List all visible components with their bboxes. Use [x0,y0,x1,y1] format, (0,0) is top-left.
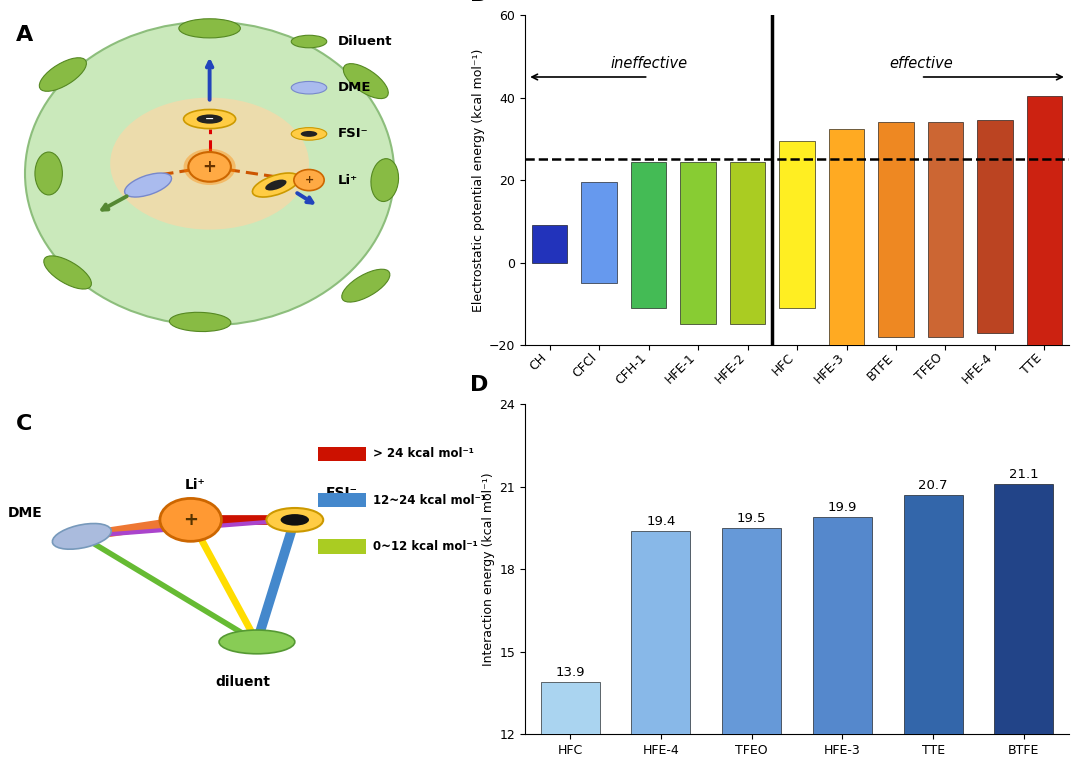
Text: 13.9: 13.9 [555,665,585,679]
Ellipse shape [39,58,86,92]
Ellipse shape [25,22,394,326]
Circle shape [188,152,231,182]
Bar [779,141,814,308]
Ellipse shape [44,256,92,289]
Ellipse shape [292,36,327,48]
Text: DME: DME [337,81,370,94]
Text: > 24 kcal mol⁻¹: > 24 kcal mol⁻¹ [373,447,474,460]
Text: C: C [15,414,32,435]
Bar [878,123,914,337]
Bar [813,517,872,757]
Bar [828,129,864,345]
Bar [632,531,690,757]
Ellipse shape [52,524,111,549]
Text: 0~12 kcal mol⁻¹: 0~12 kcal mol⁻¹ [373,540,477,553]
Text: A: A [15,25,32,45]
Ellipse shape [267,508,323,531]
Ellipse shape [253,173,299,197]
Text: ineffective: ineffective [610,56,687,71]
Ellipse shape [124,173,172,197]
Bar [928,123,963,337]
Ellipse shape [170,313,231,332]
Circle shape [160,498,221,541]
Bar [581,182,617,283]
FancyBboxPatch shape [319,493,366,507]
Bar [541,682,599,757]
Ellipse shape [281,514,309,525]
Circle shape [184,148,235,185]
Bar [631,161,666,308]
Ellipse shape [35,152,63,195]
Text: D: D [471,375,489,394]
Ellipse shape [219,630,295,654]
Bar [723,528,781,757]
FancyBboxPatch shape [319,539,366,553]
Text: Li⁺: Li⁺ [337,173,357,186]
Text: 19.4: 19.4 [646,515,676,528]
Ellipse shape [110,98,309,229]
Text: FSI⁻: FSI⁻ [326,486,359,500]
Ellipse shape [292,128,327,140]
Y-axis label: Interaction energy (kcal mol⁻¹): Interaction energy (kcal mol⁻¹) [482,472,495,666]
Bar [730,161,766,325]
Ellipse shape [343,64,389,98]
Text: 20.7: 20.7 [918,479,948,492]
Text: +: + [203,158,217,176]
Text: FSI⁻: FSI⁻ [337,127,368,140]
Text: 19.5: 19.5 [737,512,767,525]
Ellipse shape [300,131,318,137]
Text: 12~24 kcal mol⁻¹: 12~24 kcal mol⁻¹ [373,494,486,506]
Text: Li⁺: Li⁺ [185,478,206,492]
Ellipse shape [266,179,286,191]
Text: diluent: diluent [215,675,270,689]
Text: +: + [305,175,313,185]
Text: effective: effective [889,56,953,71]
Text: 21.1: 21.1 [1009,468,1039,481]
Ellipse shape [292,82,327,94]
Text: −: − [205,114,214,124]
Bar [531,226,567,263]
Bar [680,161,716,325]
Ellipse shape [370,159,399,201]
Bar [1027,95,1063,345]
Ellipse shape [341,269,390,302]
FancyBboxPatch shape [319,447,366,461]
Text: DME: DME [8,506,42,520]
Bar [995,484,1053,757]
Bar [904,495,962,757]
Text: B: B [471,0,487,5]
Bar [977,120,1013,332]
Ellipse shape [184,110,235,129]
Text: +: + [184,511,198,529]
Ellipse shape [179,19,241,38]
Ellipse shape [197,114,222,123]
Y-axis label: Electrostatic potential energy (kcal mol⁻¹): Electrostatic potential energy (kcal mol… [472,48,485,312]
Circle shape [294,170,324,191]
Text: 19.9: 19.9 [827,501,858,514]
Text: Diluent: Diluent [337,35,392,48]
